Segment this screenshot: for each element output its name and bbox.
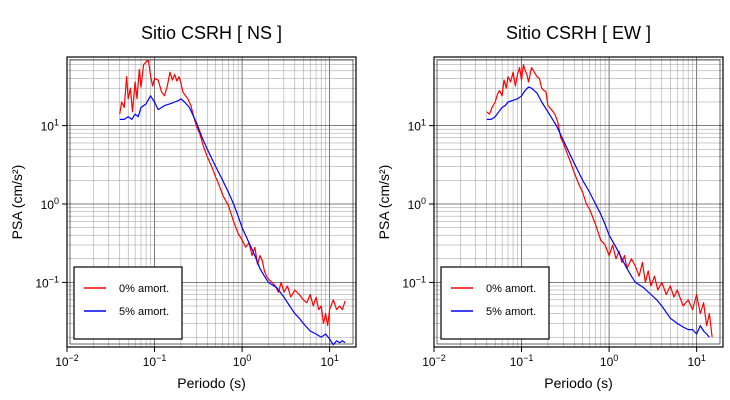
legend: 0% amort. 5% amort. bbox=[440, 266, 550, 340]
y-tick-label: 101 bbox=[41, 118, 59, 134]
plot-frame bbox=[66, 56, 357, 348]
series-line-1 bbox=[119, 59, 346, 327]
x-tick-label: 10−2 bbox=[422, 353, 446, 369]
x-tick-label: 101 bbox=[320, 353, 338, 369]
y-tick-label: 100 bbox=[41, 196, 59, 212]
legend-label-2: 5% amort. bbox=[119, 306, 169, 318]
x-tick-label: 10−1 bbox=[143, 353, 167, 369]
chart-title: Sitio CSRH [ NS ] bbox=[141, 23, 282, 43]
x-tick-label: 100 bbox=[233, 353, 251, 369]
y-tick-label: 100 bbox=[408, 196, 426, 212]
series-line-2 bbox=[119, 95, 346, 346]
x-tick-label: 10−2 bbox=[55, 353, 79, 369]
legend: 0% amort. 5% amort. bbox=[73, 266, 183, 340]
x-axis-label: Periodo (s) bbox=[544, 375, 612, 391]
plot-frame bbox=[433, 56, 724, 348]
y-axis-label: PSA (cm/s²) bbox=[9, 165, 25, 240]
y-tick-label: 10−1 bbox=[35, 274, 59, 290]
y-tick-label: 101 bbox=[408, 118, 426, 134]
plot-frame-inner bbox=[69, 59, 354, 345]
grid bbox=[66, 57, 357, 347]
y-tick-label: 10−1 bbox=[402, 274, 426, 290]
series-line-1 bbox=[486, 63, 713, 338]
chart-title: Sitio CSRH [ EW ] bbox=[506, 23, 651, 43]
series-line-2 bbox=[486, 86, 710, 338]
chart-panel-1: 10−2 10−1 100 101 10−1 100 101 Sitio CSRH [ NS … bbox=[9, 23, 357, 391]
legend-box bbox=[73, 266, 183, 340]
x-tick-label: 100 bbox=[600, 353, 618, 369]
y-axis-label: PSA (cm/s²) bbox=[376, 165, 392, 240]
x-tick-label: 101 bbox=[687, 353, 705, 369]
legend-box bbox=[440, 266, 550, 340]
legend-label-2: 5% amort. bbox=[486, 306, 536, 318]
chart-panel-2: 10−2 10−1 100 101 10−1 100 101 Sitio CSRH [ EW … bbox=[376, 23, 724, 391]
plot-frame-inner bbox=[436, 59, 721, 345]
x-tick-label: 10−1 bbox=[510, 353, 534, 369]
legend-label-1: 0% amort. bbox=[486, 283, 536, 295]
x-axis-label: Periodo (s) bbox=[177, 375, 245, 391]
legend-label-1: 0% amort. bbox=[119, 283, 169, 295]
